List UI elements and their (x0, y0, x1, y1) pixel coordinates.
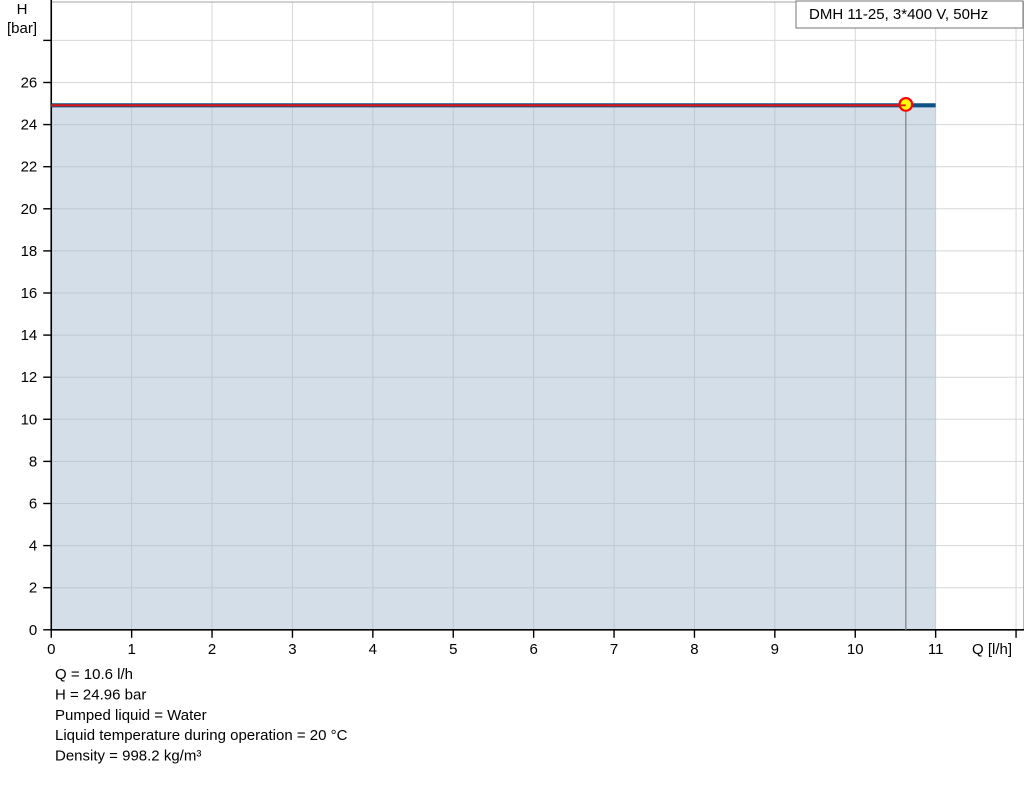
svg-text:11: 11 (928, 641, 944, 658)
svg-text:10: 10 (847, 641, 864, 658)
svg-text:Liquid temperature during oper: Liquid temperature during operation = 20… (55, 727, 348, 744)
svg-text:9: 9 (771, 641, 779, 658)
svg-text:12: 12 (21, 369, 38, 386)
svg-text:14: 14 (21, 327, 38, 344)
svg-text:Q = 10.6 l/h: Q = 10.6 l/h (55, 666, 133, 683)
svg-text:22: 22 (21, 159, 38, 176)
svg-text:[bar]: [bar] (7, 20, 37, 37)
svg-text:7: 7 (610, 641, 618, 658)
svg-text:H: H (17, 1, 28, 18)
svg-text:24: 24 (21, 117, 38, 134)
svg-text:2: 2 (29, 580, 37, 597)
svg-text:0: 0 (29, 622, 37, 639)
svg-text:5: 5 (449, 641, 457, 658)
svg-text:8: 8 (690, 641, 698, 658)
svg-text:0: 0 (47, 641, 55, 658)
svg-text:3: 3 (288, 641, 296, 658)
svg-text:Density = 998.2 kg/m³: Density = 998.2 kg/m³ (55, 748, 201, 765)
svg-text:8: 8 (29, 453, 37, 470)
svg-text:DMH 11-25, 3*400 V, 50Hz: DMH 11-25, 3*400 V, 50Hz (809, 6, 988, 23)
svg-text:6: 6 (529, 641, 537, 658)
svg-text:20: 20 (21, 201, 38, 218)
svg-text:4: 4 (29, 538, 37, 555)
svg-text:16: 16 (21, 285, 38, 302)
svg-text:10: 10 (21, 411, 38, 428)
svg-text:Pumped liquid = Water: Pumped liquid = Water (55, 707, 207, 724)
svg-text:6: 6 (29, 495, 37, 512)
svg-text:Q [l/h]: Q [l/h] (972, 641, 1012, 658)
svg-text:2: 2 (208, 641, 216, 658)
svg-text:1: 1 (127, 641, 135, 658)
svg-text:18: 18 (21, 243, 38, 260)
svg-text:4: 4 (369, 641, 377, 658)
svg-text:H = 24.96 bar: H = 24.96 bar (55, 686, 146, 703)
svg-text:26: 26 (21, 74, 38, 91)
